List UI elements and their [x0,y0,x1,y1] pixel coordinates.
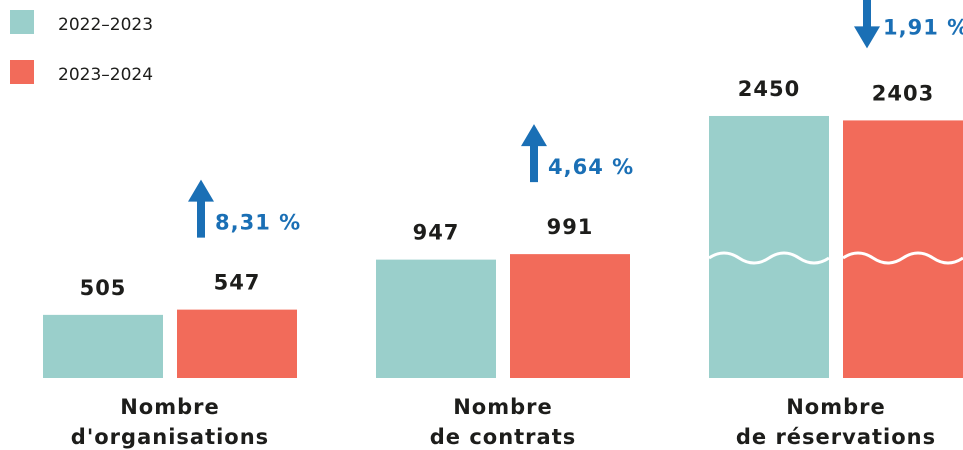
legend-label: 2022–2023 [58,15,153,35]
bar [376,259,496,378]
value-label: 2403 [872,81,934,105]
x-tick-label: Nombre [120,395,220,419]
change-label: 4,64 % [548,155,634,179]
change-arrow [521,124,547,183]
value-label: 947 [413,221,460,245]
bar [177,309,297,378]
change-label: 1,91 % [883,15,963,39]
axis-break [842,251,963,265]
x-tick-label: d'organisations [71,425,269,449]
change-arrow [854,0,880,49]
legend-swatch [10,10,34,34]
bar [709,115,829,378]
bar [510,254,630,378]
x-tick-label: Nombre [453,395,553,419]
bar [43,314,163,378]
value-label: 2450 [738,77,800,101]
value-label: 991 [547,215,594,239]
legend-swatch [10,60,34,84]
value-label: 547 [214,271,261,295]
bar [843,120,963,378]
axis-break [708,251,830,265]
value-label: 505 [80,276,127,300]
x-tick-label: de contrats [430,425,577,449]
change-label: 8,31 % [215,211,301,235]
x-tick-label: de réservations [736,425,936,449]
legend-label: 2023–2024 [58,65,153,85]
change-arrow [188,179,214,238]
x-tick-label: Nombre [786,395,886,419]
